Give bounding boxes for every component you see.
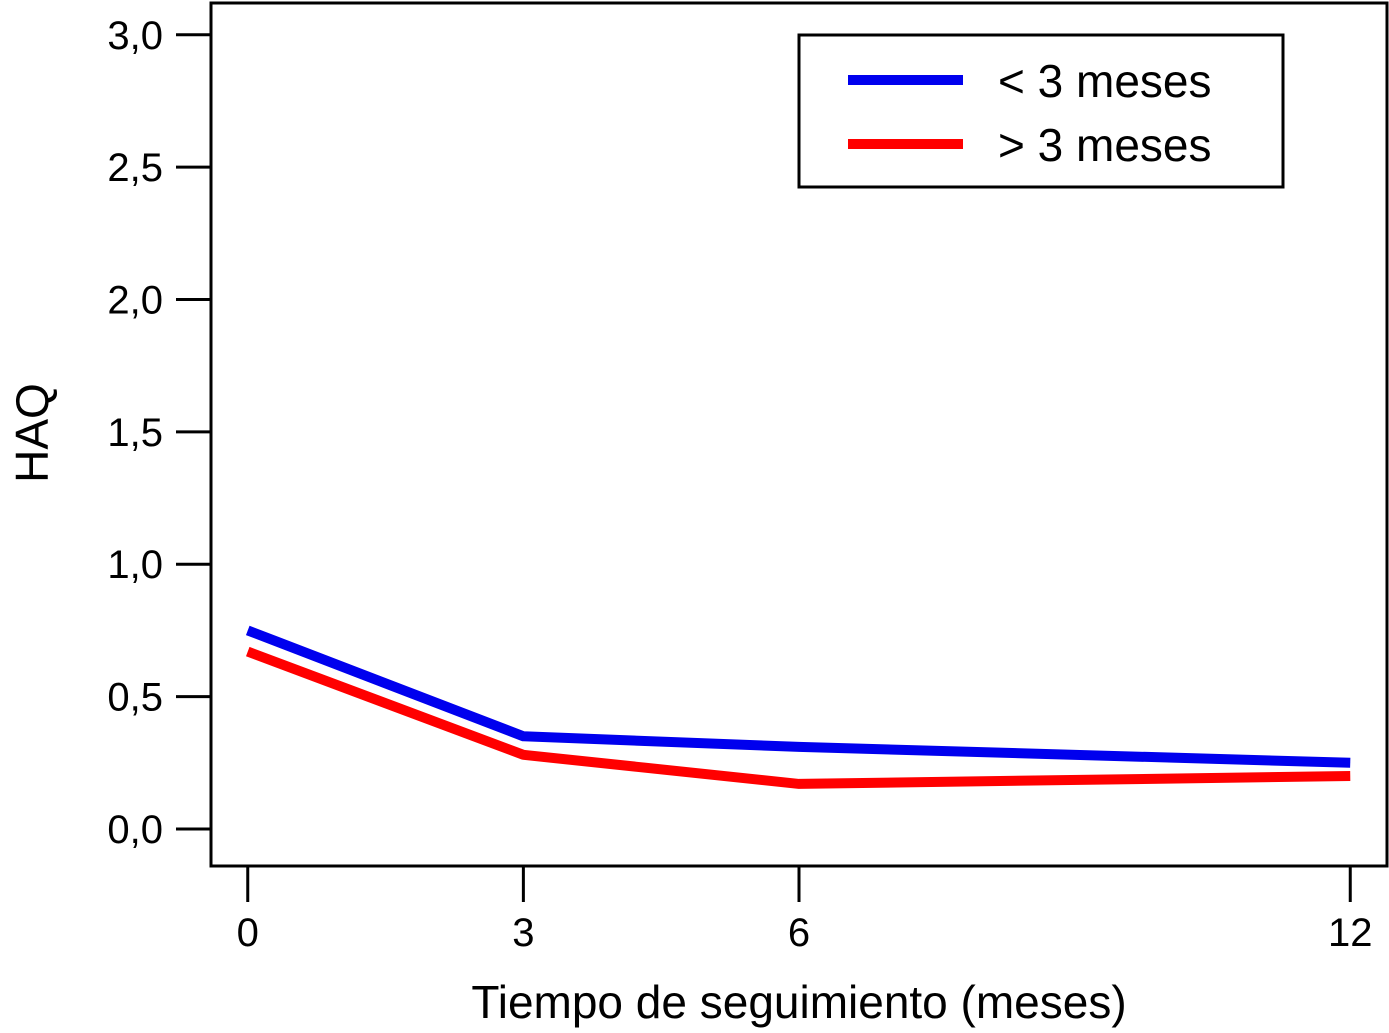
x-tick-label: 6 [788,911,810,955]
x-axis-title: Tiempo de seguimiento (meses) [471,976,1126,1028]
series-layer [245,625,1351,789]
legend-label: < 3 meses [998,55,1212,107]
series-line-2 [245,646,1351,789]
legend-label: > 3 meses [998,119,1212,171]
y-axis-title: HAQ [6,383,58,483]
x-tick-label: 3 [512,911,534,955]
y-tick-label: 1,0 [107,543,163,587]
y-tick-label: 3,0 [107,14,163,58]
x-tick-label: 0 [237,911,259,955]
series-line-1 [245,625,1351,768]
y-axis: 0,0 0,5 1,0 1,5 2,0 2,5 3,0 [107,14,211,852]
y-tick-label: 2,0 [107,278,163,322]
y-tick-label: 1,5 [107,411,163,455]
legend-box [797,33,1285,189]
y-tick-label: 2,5 [107,146,163,190]
plot-frame [209,1,1389,868]
x-tick-label: 12 [1328,911,1373,955]
y-tick-label: 0,5 [107,676,163,720]
x-axis: 0 3 6 12 [237,866,1373,955]
y-tick-label: 0,0 [107,808,163,852]
legend: < 3 meses > 3 meses [797,33,1285,189]
